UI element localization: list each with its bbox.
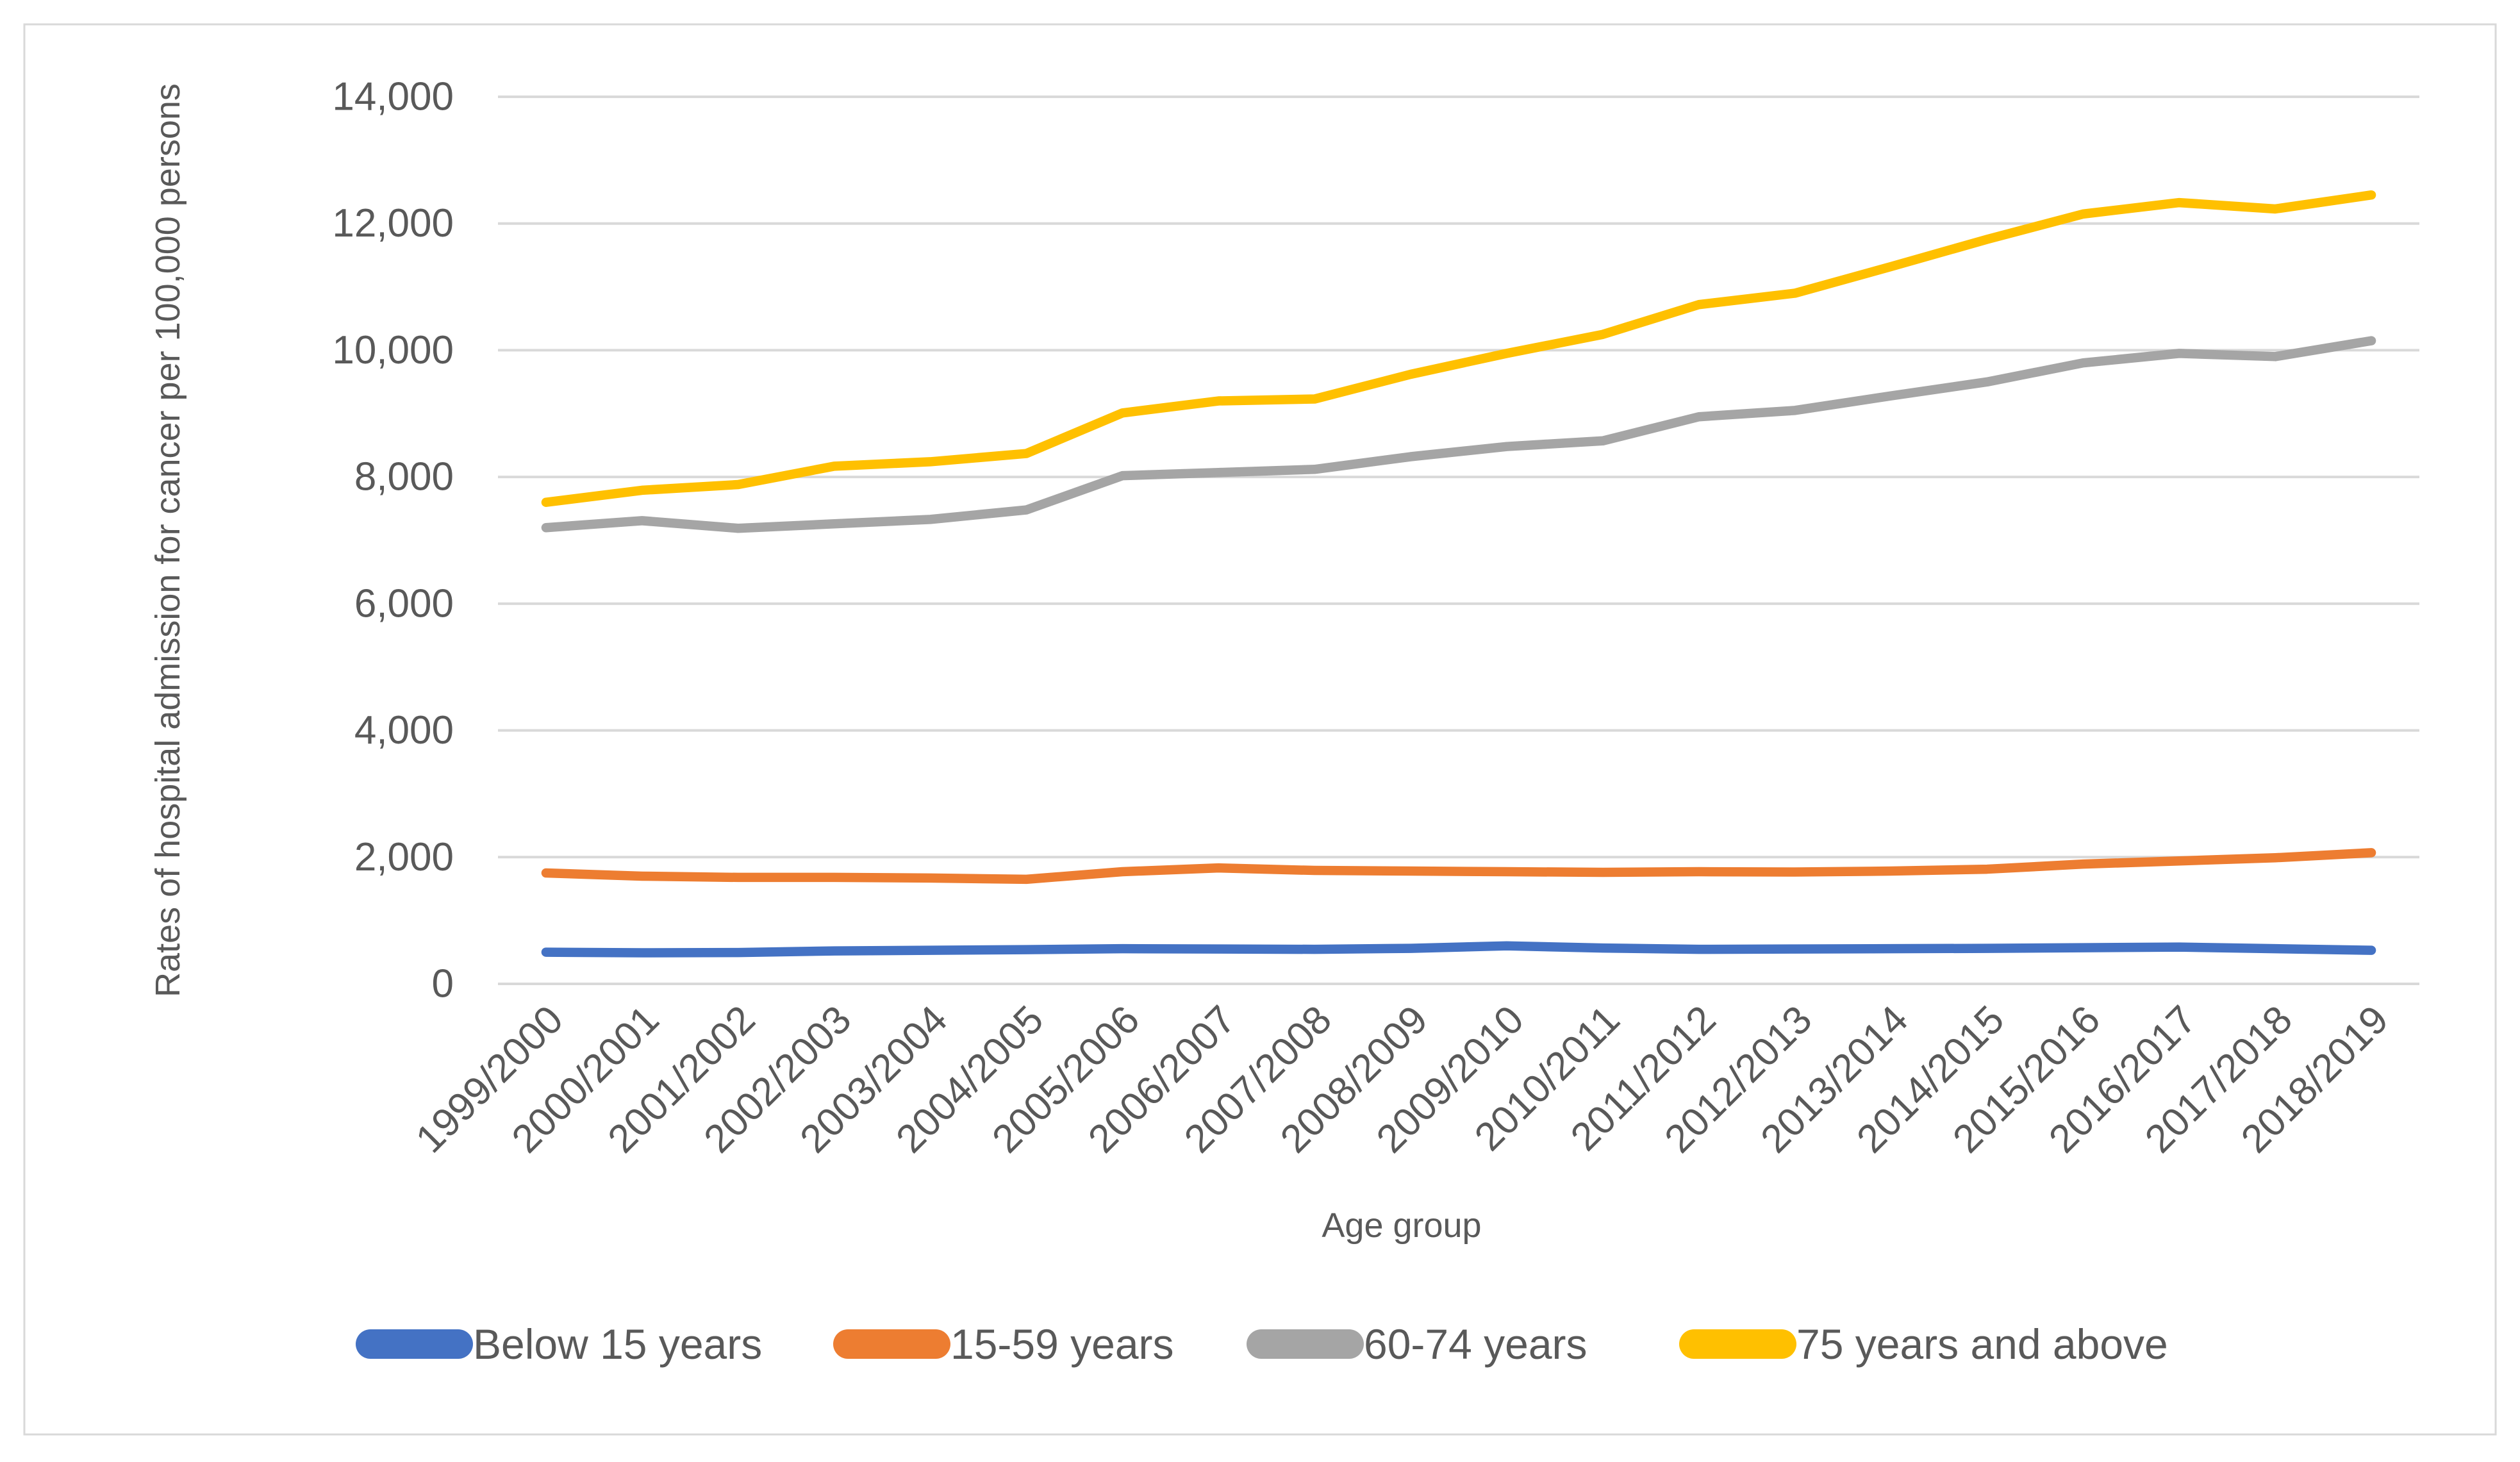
legend: Below 15 years 15-59 years 60-74 years 75 y… [356, 1320, 2168, 1368]
y-tick-label: 6,000 [354, 581, 454, 626]
y-tick-label: 10,000 [332, 328, 454, 372]
series-lines [541, 190, 2376, 958]
gridlines [498, 96, 2419, 985]
y-axis-title: Rates of hospital admission for cancer p… [149, 83, 187, 997]
y-tick-label: 4,000 [354, 708, 454, 752]
x-axis-title: Age group [1322, 1206, 1481, 1245]
series-line-60-74-years [541, 336, 2376, 533]
legend-label-below-15-years: Below 15 years [473, 1320, 762, 1368]
y-tick-label: 12,000 [332, 201, 454, 245]
y-axis-tick-labels: 0 2,000 4,000 6,000 8,000 10,000 12,000 14,000 [332, 75, 454, 1006]
y-tick-label: 2,000 [354, 835, 454, 879]
series-line-75-years-and-above [541, 190, 2376, 507]
y-tick-label: 8,000 [354, 455, 454, 499]
series-line-below-15-years [541, 941, 2376, 958]
y-tick-label: 14,000 [332, 75, 454, 119]
legend-label-75-years-and-above: 75 years and above [1796, 1320, 2168, 1368]
legend-label-60-74-years: 60-74 years [1364, 1320, 1587, 1368]
y-tick-label: 0 [432, 962, 454, 1006]
legend-label-15-59-years: 15-59 years [950, 1320, 1174, 1368]
chart-border [23, 23, 2497, 1436]
x-axis-tick-labels: 1999/20002000/20012001/20022002/20032003… [408, 997, 2397, 1161]
series-line-15-59-years [541, 848, 2376, 885]
